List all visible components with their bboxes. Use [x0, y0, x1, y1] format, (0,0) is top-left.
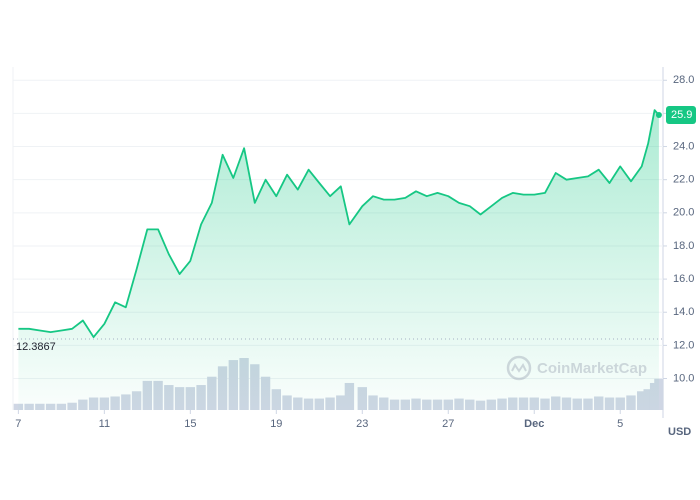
y-tick-label: 22.0: [673, 174, 694, 186]
y-tick-label: 24.0: [673, 140, 694, 152]
x-tick-label: 15: [184, 418, 196, 430]
price-line: [18, 109, 660, 338]
watermark-logo: [506, 355, 532, 381]
volume-bar: [654, 378, 664, 410]
y-tick-label: 10.0: [673, 372, 694, 384]
last-point: [655, 112, 662, 119]
x-tick-label: 11: [99, 418, 110, 430]
y-tick-label: 12.0: [673, 339, 694, 351]
watermark: CoinMarketCap: [506, 355, 647, 381]
x-tick-label: Dec: [524, 418, 544, 430]
y-tick-label: 20.0: [673, 207, 694, 219]
price-area: [18, 110, 659, 410]
last-price-label: 25.9: [671, 109, 692, 121]
y-tick-label: 18.0: [673, 240, 694, 252]
watermark-text: CoinMarketCap: [537, 360, 647, 377]
x-tick-label: 19: [270, 418, 282, 430]
baseline-label: 12.3867: [16, 341, 56, 353]
y-tick-label: 14.0: [673, 306, 694, 318]
currency-label: USD: [668, 426, 691, 438]
y-tick-label: 28.0: [673, 74, 694, 86]
watermark-logo: [511, 363, 527, 373]
last-price-box: [666, 106, 696, 125]
y-tick-label: 16.0: [673, 273, 694, 285]
x-tick-label: 7: [15, 418, 21, 430]
x-tick-label: 27: [442, 418, 454, 430]
x-tick-label: 23: [356, 418, 368, 430]
volume-bar: [13, 403, 24, 410]
x-tick-label: 5: [617, 418, 623, 430]
